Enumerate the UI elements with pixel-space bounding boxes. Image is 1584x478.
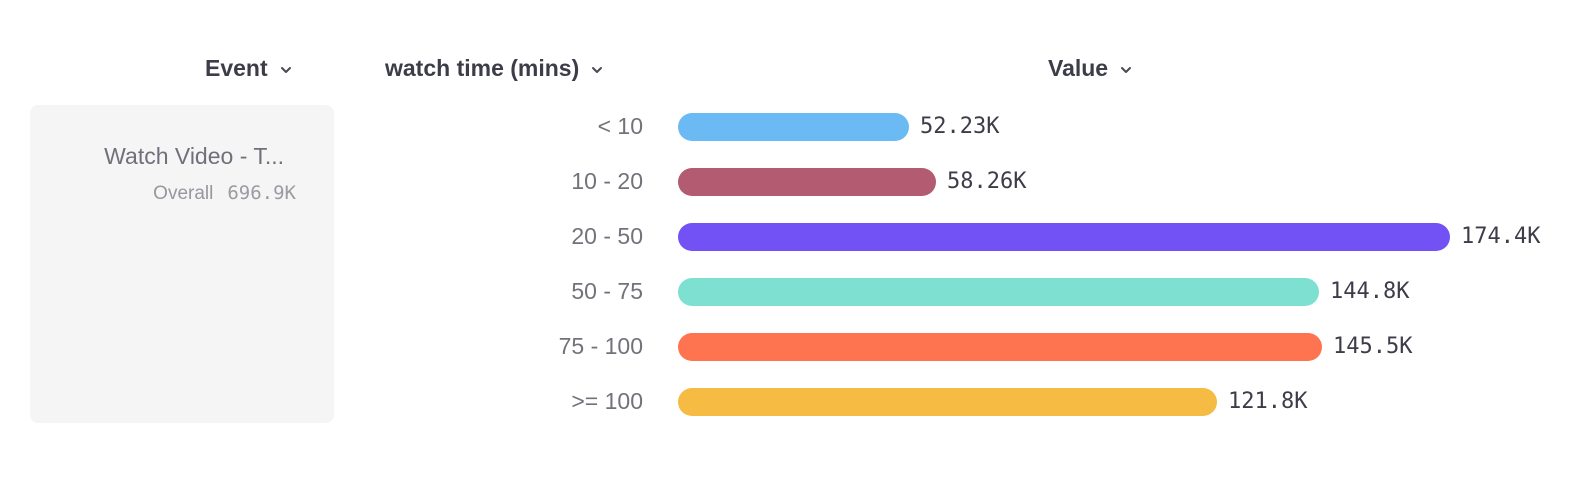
bar[interactable] [678,387,1217,416]
bar-row: 50 - 75 144.8K [0,264,1584,319]
bar[interactable] [678,332,1322,361]
bar-value-label: 174.4K [1461,224,1541,249]
overall-value: 696.9K [227,182,296,204]
chevron-down-icon [589,62,605,78]
bar-value-label: 58.26K [947,169,1027,194]
chevron-down-icon [278,62,294,78]
bar-row: >= 100 121.8K [0,374,1584,429]
column-header-watch-time[interactable]: watch time (mins) [385,54,605,82]
event-name: Watch Video - T... [104,143,284,169]
overall-label: Overall [153,183,214,204]
bar-category-label: < 10 [597,113,643,139]
chevron-down-icon [1118,62,1134,78]
bar-category-label: 75 - 100 [558,333,643,359]
bar[interactable] [678,167,936,196]
bar-value-label: 52.23K [920,114,1000,139]
column-header-event-label: Event [205,54,268,81]
column-header-value-label: Value [1048,54,1109,81]
bar[interactable] [678,222,1450,251]
bar-value-label: 144.8K [1330,279,1410,304]
column-header-value[interactable]: Value [1048,54,1134,82]
event-panel[interactable]: Watch Video - T... Overall 696.9K [30,105,334,423]
bar[interactable] [678,277,1319,306]
bar-row: < 10 52.23K [0,99,1584,154]
bar-value-label: 145.5K [1333,334,1413,359]
bar-category-label: 20 - 50 [571,223,643,249]
bar-row: 75 - 100 145.5K [0,319,1584,374]
bar-category-label: >= 100 [571,388,643,414]
bar-category-label: 50 - 75 [571,278,643,304]
event-overall-line: Overall 696.9K [30,182,334,205]
bar-rows: < 10 52.23K 10 - 20 58.26K 20 - 50 174.4K 50 -… [0,99,1584,429]
bar-category-label: 10 - 20 [571,168,643,194]
column-header-watch-time-label: watch time (mins) [385,54,580,81]
bar-row: 20 - 50 174.4K [0,209,1584,264]
column-header-event[interactable]: Event [205,54,294,82]
bar-value-label: 121.8K [1228,389,1308,414]
bar-row: 10 - 20 58.26K [0,154,1584,209]
bar[interactable] [678,112,909,141]
